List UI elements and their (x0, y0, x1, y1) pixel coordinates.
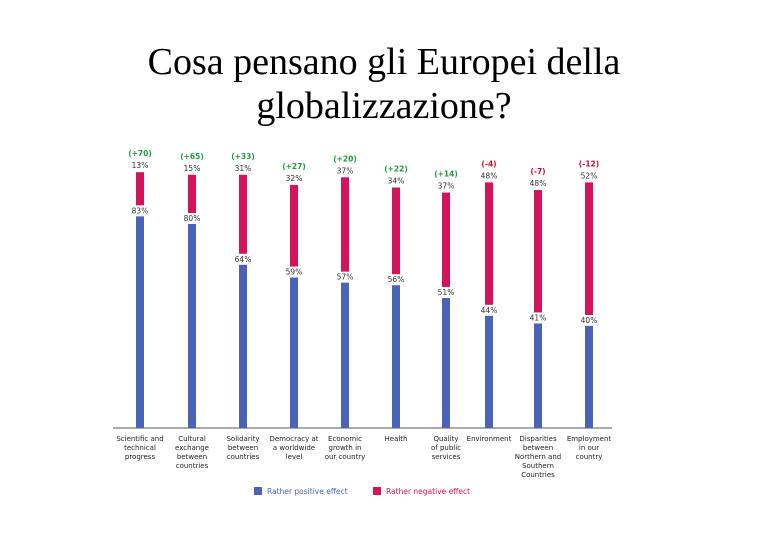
category-label: Solidarity (226, 435, 259, 443)
legend-label-negative: Rather negative effect (386, 487, 470, 496)
positive-value-label: 40% (581, 316, 598, 325)
category-label: Economic (328, 435, 362, 443)
category-label: between (228, 444, 258, 452)
category-label: Environment (467, 435, 512, 443)
negative-value-label: 48% (481, 171, 498, 180)
negative-bar (442, 192, 450, 287)
category-label: Cultural (178, 435, 206, 443)
legend-label-positive: Rather positive effect (267, 487, 348, 496)
category-label: Southern (522, 462, 554, 470)
category-label: growth in (329, 444, 362, 452)
negative-bar (341, 177, 349, 272)
negative-bar (585, 182, 593, 315)
negative-value-label: 32% (286, 174, 303, 183)
positive-value-label: 59% (286, 268, 303, 277)
category-label: of public (431, 444, 461, 452)
difference-label: (-7) (530, 167, 545, 176)
positive-value-label: 41% (530, 313, 547, 322)
negative-value-label: 15% (184, 164, 201, 173)
category-label: country (576, 453, 603, 461)
category-label: Employment (567, 435, 612, 443)
category-label: services (432, 453, 461, 461)
category-label: level (286, 453, 303, 461)
negative-value-label: 37% (337, 166, 354, 175)
positive-bar (136, 216, 144, 428)
negative-bar (136, 172, 144, 206)
category-label: Quality (433, 435, 458, 443)
positive-bar (585, 326, 593, 428)
category-label: technical (124, 444, 156, 452)
legend-swatch-positive (254, 487, 262, 495)
negative-value-label: 13% (132, 161, 149, 170)
legend-swatch-negative (373, 487, 381, 495)
positive-bar (188, 224, 196, 428)
category-label: in our (579, 444, 599, 452)
positive-value-label: 83% (132, 206, 149, 215)
negative-bar (392, 187, 400, 275)
positive-bar (442, 297, 450, 428)
positive-bar (239, 264, 247, 428)
category-label: Health (385, 435, 408, 443)
slide-title-line-2: globalizzazione? (256, 85, 512, 127)
negative-bar (239, 174, 247, 254)
category-label: Northern and (515, 453, 561, 461)
category-label: a worldwide (273, 444, 315, 452)
category-label: between (523, 444, 553, 452)
category-label: Scientific and (116, 435, 163, 443)
negative-value-label: 31% (235, 164, 252, 173)
difference-label: (+20) (333, 154, 357, 163)
positive-value-label: 80% (184, 214, 201, 223)
positive-value-label: 51% (438, 288, 455, 297)
difference-label: (+65) (180, 152, 204, 161)
difference-label: (+22) (384, 165, 408, 174)
negative-value-label: 34% (388, 177, 405, 186)
positive-value-label: 44% (481, 306, 498, 315)
positive-bar (485, 315, 493, 428)
positive-bar (534, 323, 542, 428)
difference-label: (+70) (128, 149, 152, 158)
category-label: our country (325, 453, 366, 461)
negative-bar (485, 182, 493, 305)
category-label: between (177, 453, 207, 461)
slide-title: Cosa pensano gli Europei della globalizz… (0, 40, 768, 128)
positive-value-label: 56% (388, 275, 405, 284)
difference-label: (-12) (579, 159, 599, 168)
negative-value-label: 48% (530, 179, 547, 188)
slide-title-line-1: Cosa pensano gli Europei della (147, 41, 621, 83)
positive-bar (341, 282, 349, 428)
category-label: Democracy at (269, 435, 318, 443)
category-label: countries (227, 453, 260, 461)
difference-label: (-4) (481, 159, 496, 168)
negative-bar (290, 184, 298, 267)
negative-value-label: 52% (581, 171, 598, 180)
positive-bar (290, 277, 298, 428)
category-label: Disparities (519, 435, 557, 443)
difference-label: (+33) (231, 152, 255, 161)
negative-bar (188, 174, 196, 213)
negative-value-label: 37% (438, 182, 455, 191)
positive-value-label: 64% (235, 255, 252, 264)
difference-label: (+27) (282, 162, 306, 171)
positive-bar (392, 285, 400, 428)
category-label: exchange (175, 444, 209, 452)
category-label: progress (125, 453, 156, 461)
category-label: countries (176, 462, 209, 470)
negative-bar (534, 190, 542, 313)
positive-value-label: 57% (337, 273, 354, 282)
category-label: Countries (521, 471, 555, 479)
difference-label: (+14) (434, 170, 458, 179)
